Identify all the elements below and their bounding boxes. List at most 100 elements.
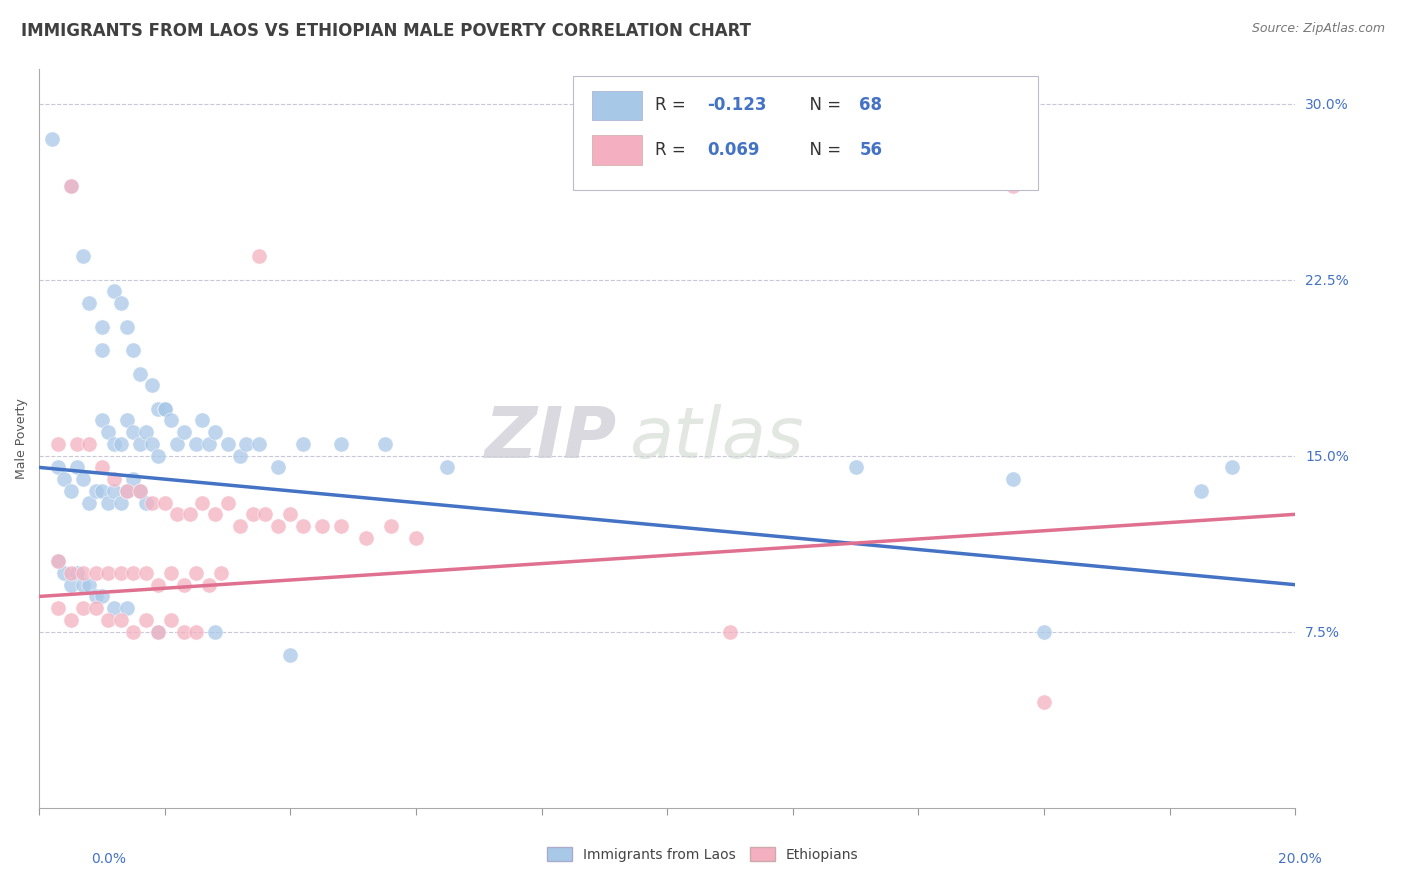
Text: -0.123: -0.123 — [707, 96, 766, 114]
Point — [46, 460, 69, 475]
Point — [160, 413, 183, 427]
Point — [267, 519, 290, 533]
Point — [204, 425, 226, 440]
Point — [53, 472, 76, 486]
Point — [59, 578, 82, 592]
Point — [97, 495, 120, 509]
Text: R =: R = — [655, 141, 690, 159]
Point — [242, 508, 264, 522]
Point — [247, 437, 270, 451]
Point — [46, 554, 69, 568]
Point — [122, 472, 145, 486]
Point — [173, 578, 195, 592]
Point — [122, 425, 145, 440]
Point — [128, 367, 150, 381]
Point — [135, 495, 157, 509]
Point — [84, 590, 107, 604]
Point — [128, 483, 150, 498]
Point — [59, 178, 82, 193]
Point — [329, 437, 352, 451]
Point — [204, 508, 226, 522]
Point — [191, 413, 214, 427]
Point — [72, 601, 94, 615]
Point — [405, 531, 427, 545]
Text: R =: R = — [655, 96, 690, 114]
Point — [217, 495, 239, 509]
Point — [110, 296, 132, 310]
Point — [103, 437, 125, 451]
Point — [197, 578, 219, 592]
Point — [79, 437, 101, 451]
Point — [229, 449, 252, 463]
Point — [79, 495, 101, 509]
Point — [122, 566, 145, 580]
Point — [153, 495, 176, 509]
Point — [1033, 695, 1056, 709]
Point — [141, 495, 163, 509]
Point — [1033, 624, 1056, 639]
Point — [173, 624, 195, 639]
Point — [72, 472, 94, 486]
Point — [148, 624, 170, 639]
Point — [110, 495, 132, 509]
Point — [46, 601, 69, 615]
Point — [718, 624, 741, 639]
Point — [79, 296, 101, 310]
Point — [103, 472, 125, 486]
Point — [115, 601, 138, 615]
Point — [166, 437, 188, 451]
Point — [59, 566, 82, 580]
Point — [59, 483, 82, 498]
Point — [90, 460, 112, 475]
Point — [267, 460, 290, 475]
Point — [97, 613, 120, 627]
Point — [53, 566, 76, 580]
Point — [148, 449, 170, 463]
Point — [184, 624, 207, 639]
Point — [166, 508, 188, 522]
Text: Source: ZipAtlas.com: Source: ZipAtlas.com — [1251, 22, 1385, 36]
Bar — [592, 91, 643, 120]
Point — [84, 483, 107, 498]
Point — [72, 249, 94, 263]
Point — [1001, 472, 1024, 486]
Point — [329, 519, 352, 533]
Point — [90, 590, 112, 604]
Point — [115, 483, 138, 498]
Point — [115, 483, 138, 498]
Point — [374, 437, 396, 451]
Point — [103, 483, 125, 498]
Point — [209, 566, 232, 580]
Point — [153, 401, 176, 416]
Text: atlas: atlas — [630, 403, 804, 473]
Text: IMMIGRANTS FROM LAOS VS ETHIOPIAN MALE POVERTY CORRELATION CHART: IMMIGRANTS FROM LAOS VS ETHIOPIAN MALE P… — [21, 22, 751, 40]
Point — [184, 437, 207, 451]
Legend: Immigrants from Laos, Ethiopians: Immigrants from Laos, Ethiopians — [541, 841, 865, 867]
Point — [160, 566, 183, 580]
Bar — [592, 135, 643, 165]
Point — [115, 413, 138, 427]
Point — [184, 566, 207, 580]
Point — [59, 613, 82, 627]
Point — [90, 343, 112, 357]
Point — [90, 319, 112, 334]
Point — [191, 495, 214, 509]
Point — [135, 425, 157, 440]
Point — [103, 601, 125, 615]
Text: 68: 68 — [859, 96, 883, 114]
Point — [135, 613, 157, 627]
Point — [46, 437, 69, 451]
Point — [197, 437, 219, 451]
Point — [115, 319, 138, 334]
Point — [110, 613, 132, 627]
Point — [845, 460, 868, 475]
Point — [97, 425, 120, 440]
Point — [278, 508, 301, 522]
Point — [311, 519, 333, 533]
Point — [217, 437, 239, 451]
Point — [84, 601, 107, 615]
Y-axis label: Male Poverty: Male Poverty — [15, 398, 28, 478]
Point — [128, 437, 150, 451]
Point — [90, 483, 112, 498]
Point — [110, 437, 132, 451]
